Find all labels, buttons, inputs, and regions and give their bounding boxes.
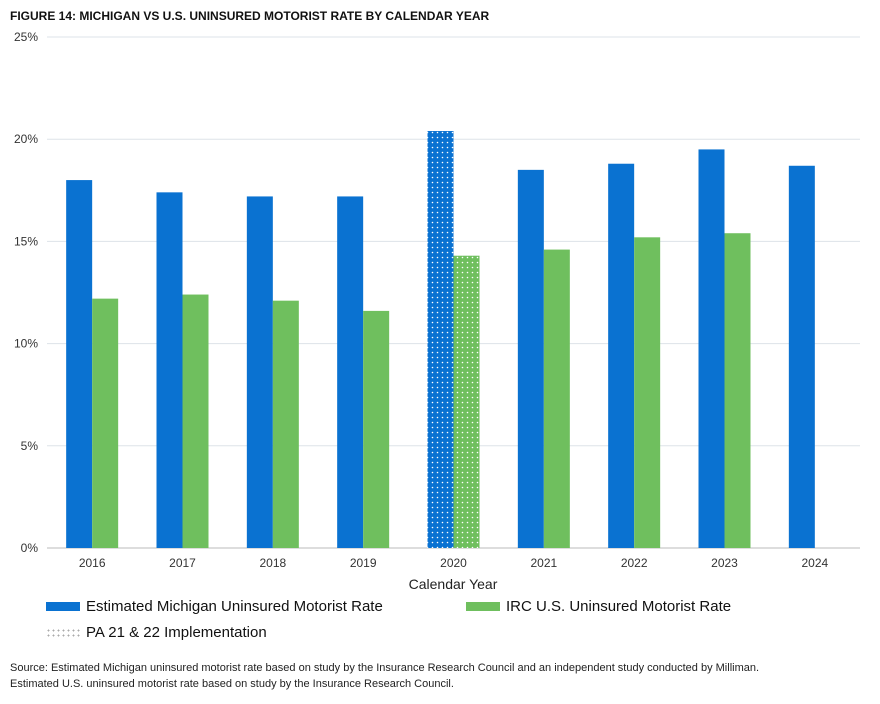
- x-tick-label: 2022: [621, 556, 648, 570]
- legend-swatch-dotted: [46, 628, 80, 637]
- us-bar-2023: [724, 233, 751, 548]
- legend-label: IRC U.S. Uninsured Motorist Rate: [506, 598, 732, 615]
- michigan-bar-2022: [608, 163, 635, 548]
- michigan-bar-2021: [517, 169, 544, 549]
- source-line: Source: Estimated Michigan uninsured mot…: [10, 662, 760, 674]
- legend-swatch-green: [466, 602, 500, 611]
- source-note: Source: Estimated Michigan uninsured mot…: [10, 660, 759, 692]
- x-tick-label: 2020: [440, 556, 467, 570]
- michigan-bar-2023: [698, 149, 725, 549]
- y-tick-label: 5%: [21, 439, 39, 453]
- us-bar-2021: [543, 249, 570, 549]
- x-tick-label: 2024: [801, 556, 828, 570]
- michigan-bar-2018: [246, 196, 273, 548]
- legend-item-us: IRC U.S. Uninsured Motorist Rate: [466, 598, 731, 615]
- legend-item-implementation: PA 21 & 22 Implementation: [46, 624, 267, 641]
- y-tick-label: 15%: [14, 234, 38, 248]
- michigan-bar-2024: [788, 165, 815, 548]
- x-tick-label: 2021: [530, 556, 557, 570]
- y-tick-label: 0%: [21, 541, 39, 555]
- x-tick-label: 2016: [79, 556, 106, 570]
- legend-label: Estimated Michigan Uninsured Motorist Ra…: [86, 598, 383, 615]
- us-bar-2018: [272, 300, 299, 548]
- x-tick-label: 2018: [259, 556, 286, 570]
- michigan-bar-2019: [337, 196, 364, 548]
- us-bar-2016: [92, 298, 119, 548]
- y-tick-label: 20%: [14, 132, 38, 146]
- x-tick-label: 2017: [169, 556, 196, 570]
- x-tick-label: 2019: [350, 556, 377, 570]
- y-tick-label: 25%: [14, 30, 38, 44]
- us-bar-2019: [363, 310, 390, 548]
- legend-item-michigan: Estimated Michigan Uninsured Motorist Ra…: [46, 598, 383, 615]
- us-bar-2017: [182, 294, 209, 548]
- us-bar-2022: [634, 237, 661, 548]
- chart-title: FIGURE 14: MICHIGAN VS U.S. UNINSURED MO…: [10, 9, 490, 23]
- legend-label: PA 21 & 22 Implementation: [86, 624, 267, 641]
- bar-chart: Calendar Year 0% 5% 10% 15% 20% 25% 2016 2017 20…: [14, 30, 860, 592]
- us-bar-2020: [453, 255, 480, 548]
- michigan-bar-2016: [66, 180, 93, 548]
- legend-swatch-blue: [46, 602, 80, 611]
- x-tick-label: 2023: [711, 556, 738, 570]
- y-tick-label: 10%: [14, 337, 38, 351]
- x-axis-label: Calendar Year: [409, 576, 498, 592]
- source-line: Estimated U.S. uninsured motorist rate b…: [10, 678, 454, 690]
- michigan-bar-2020: [427, 131, 454, 549]
- michigan-bar-2017: [156, 192, 183, 548]
